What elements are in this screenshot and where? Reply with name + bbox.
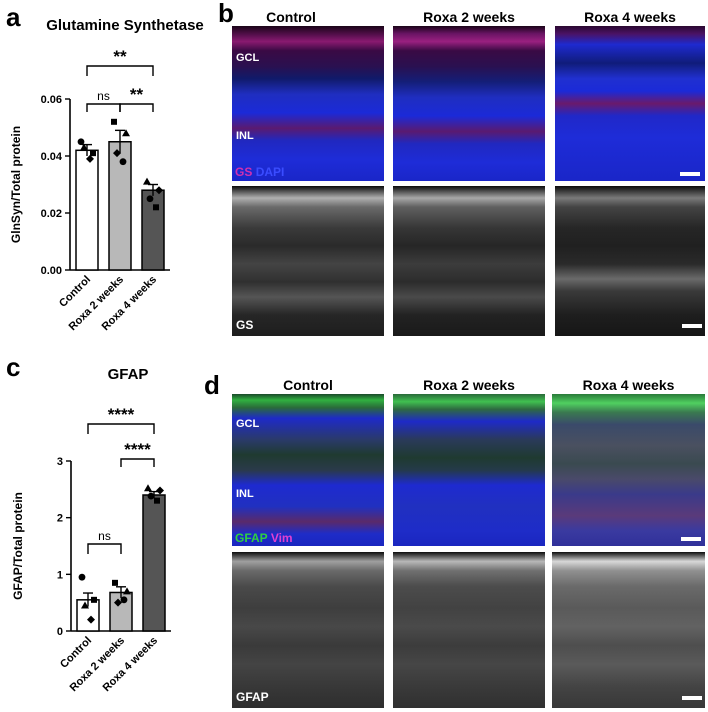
scale-bar	[681, 537, 701, 541]
data-point	[120, 596, 128, 604]
panel-letter-c: c	[6, 352, 21, 382]
scale-bar	[680, 172, 700, 176]
y-tick-label: 2	[57, 513, 63, 525]
data-point	[155, 186, 163, 195]
column-title-control: Control	[266, 9, 316, 25]
data-point	[147, 492, 155, 500]
significance-label: ****	[124, 440, 151, 459]
data-point	[122, 129, 130, 137]
data-point	[123, 587, 131, 595]
data-point	[77, 138, 85, 146]
image-b-roxa4-gs	[555, 186, 705, 336]
significance-bracket	[86, 103, 121, 112]
stain-gs-gray-label: GS	[236, 318, 254, 332]
data-point	[143, 177, 151, 185]
stain-legend-d: GFAP Vim	[235, 531, 293, 545]
data-point	[114, 598, 122, 607]
data-point	[119, 158, 127, 166]
column-title-roxa-2-weeks: Roxa 2 weeks	[423, 9, 515, 25]
layer-label-gcl-d: GCL	[236, 418, 260, 430]
stain-legend-b: GS DAPI	[235, 165, 284, 179]
data-point	[86, 154, 94, 163]
data-point	[144, 484, 152, 492]
data-point	[156, 486, 164, 495]
data-point	[81, 601, 89, 609]
panel-letter-a: a	[6, 2, 21, 32]
data-point	[90, 150, 96, 157]
significance-label: ns	[98, 529, 111, 543]
data-point	[87, 615, 95, 624]
y-tick-label: 0	[57, 626, 63, 638]
data-point	[153, 204, 159, 211]
image-b-roxa2-fluorescence	[393, 26, 545, 181]
significance-bracket	[87, 423, 155, 434]
y-tick-label: 1	[57, 569, 63, 581]
layer-label-inl-d: INL	[236, 488, 254, 500]
bar-control	[75, 149, 99, 271]
y-tick-label: 0.06	[41, 94, 62, 106]
y-axis-label: GlnSyn/Total protein	[9, 126, 23, 243]
data-point	[91, 596, 97, 603]
y-tick-label: 3	[57, 456, 63, 468]
data-point	[78, 573, 86, 581]
significance-label: ns	[97, 89, 110, 103]
column-title-control: Control	[283, 377, 333, 393]
significance-bracket	[119, 103, 154, 112]
image-d-control-fluorescence	[232, 394, 384, 546]
image-d-control-gfap	[232, 552, 384, 708]
y-axis-label: GFAP/Total protein	[11, 492, 25, 600]
image-d-roxa2-fluorescence	[393, 394, 545, 546]
significance-bracket	[120, 458, 155, 467]
chart-glutamine-synthetase: Glutamine Synthetase 0.00 0.02 0.04 0.06 GlnS…	[9, 17, 204, 333]
image-d-roxa4-gfap	[552, 552, 705, 708]
data-point	[113, 149, 121, 158]
significance-label: ****	[108, 405, 135, 424]
column-title-roxa-4-weeks: Roxa 4 weeks	[584, 9, 676, 25]
data-point	[146, 195, 154, 203]
stain-gfap-gray-label: GFAP	[236, 690, 269, 704]
y-tick-label: 0.04	[41, 151, 63, 163]
chart-title: Glutamine Synthetase	[46, 17, 204, 34]
bar-roxa-4-weeks	[141, 189, 165, 271]
image-b-roxa2-gs	[393, 186, 545, 336]
panel-letter-d: d	[204, 370, 220, 400]
data-point	[112, 579, 118, 586]
image-d-roxa2-gfap	[393, 552, 545, 708]
image-b-control-gs	[232, 186, 384, 336]
data-point	[111, 118, 117, 125]
stain-gfap-label: GFAP	[235, 531, 268, 545]
panel-letter-b: b	[218, 0, 234, 28]
significance-label: **	[113, 47, 127, 66]
stain-vim-label: Vim	[270, 531, 293, 545]
column-title-roxa-4-weeks: Roxa 4 weeks	[582, 377, 675, 393]
data-point	[80, 143, 88, 151]
image-b-control-fluorescence	[232, 26, 384, 181]
y-tick-label: 0.00	[41, 265, 62, 277]
layer-label-inl-b: INL	[236, 130, 254, 142]
stain-gs-label: GS	[235, 165, 253, 179]
significance-label: **	[130, 85, 144, 104]
y-tick-label: 0.02	[41, 208, 62, 220]
bar-roxa-4-weeks	[142, 494, 166, 632]
data-point	[154, 497, 160, 504]
scale-bar	[682, 696, 702, 700]
layer-label-gcl-b: GCL	[236, 52, 260, 64]
column-title-roxa-2-weeks: Roxa 2 weeks	[423, 377, 515, 393]
chart-title: GFAP	[108, 366, 149, 383]
scale-bar	[682, 324, 702, 328]
image-b-roxa4-fluorescence	[555, 26, 705, 181]
image-d-roxa4-fluorescence	[552, 394, 705, 546]
stain-dapi-label: DAPI	[255, 165, 285, 179]
significance-bracket	[87, 543, 122, 554]
significance-bracket	[86, 65, 154, 76]
